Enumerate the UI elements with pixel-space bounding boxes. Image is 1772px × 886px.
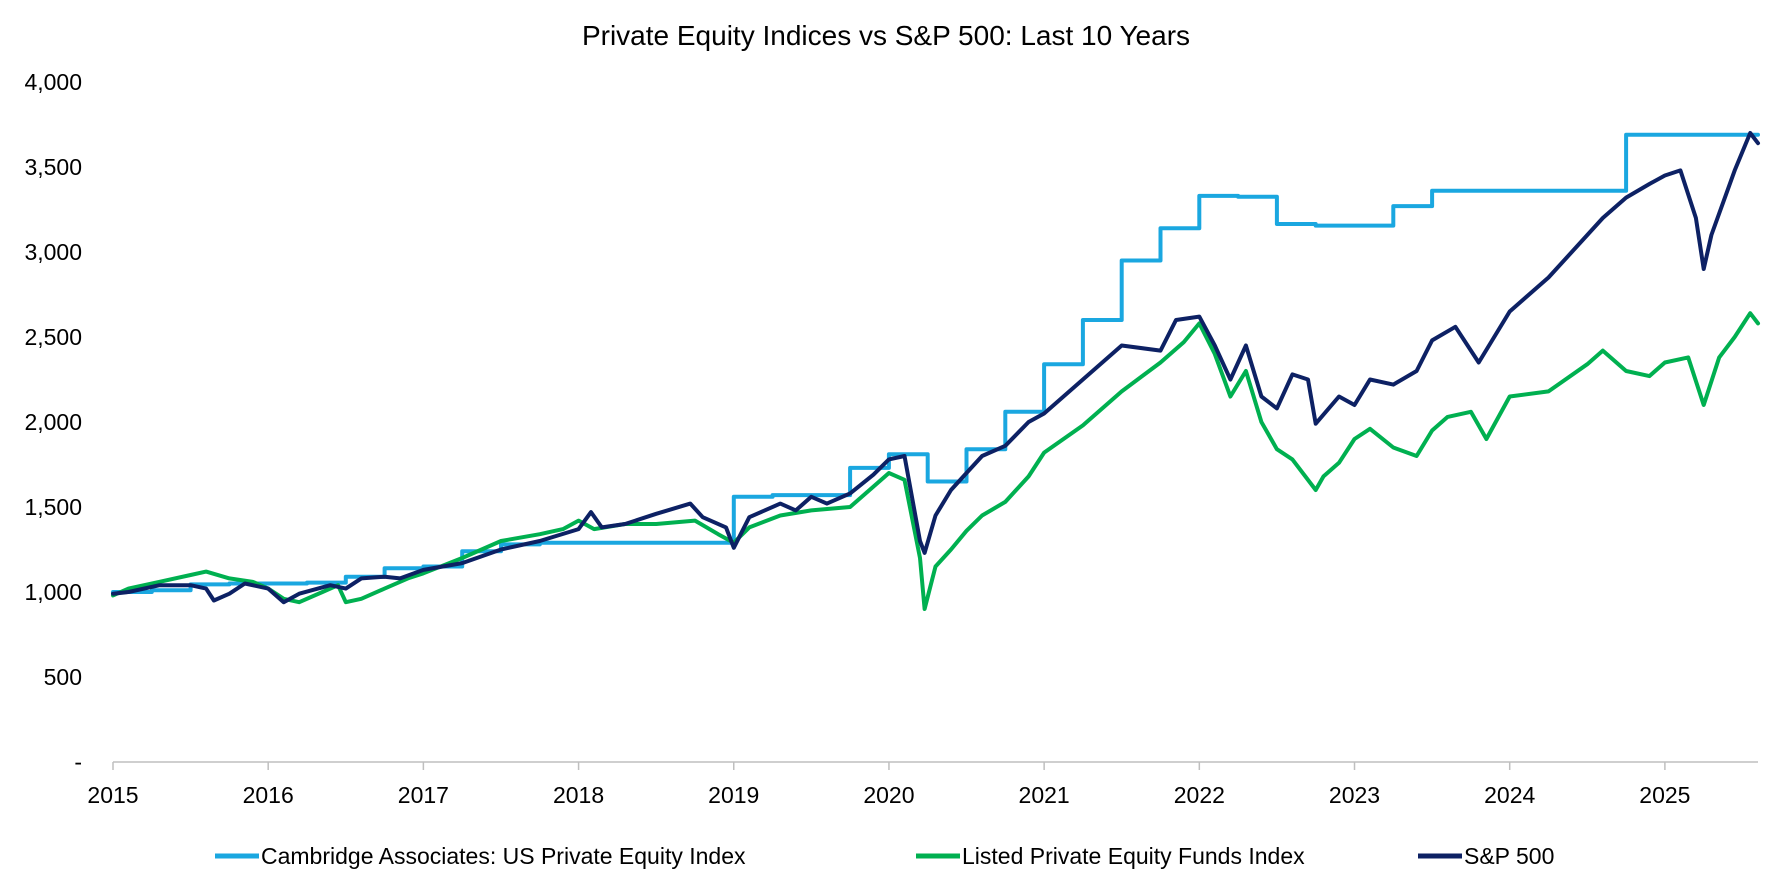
series-line-1 <box>111 311 1760 611</box>
x-tick-label: 2021 <box>1019 782 1070 808</box>
x-tick-label: 2023 <box>1329 782 1380 808</box>
x-tick-label: 2016 <box>243 782 294 808</box>
y-tick-label: 3,000 <box>24 239 82 265</box>
x-tick-label: 2015 <box>87 782 138 808</box>
y-tick-label: 1,500 <box>24 494 82 520</box>
legend-label: Cambridge Associates: US Private Equity … <box>261 843 746 869</box>
legend-label: Listed Private Equity Funds Index <box>962 843 1305 869</box>
y-tick-label: 4,000 <box>24 69 82 95</box>
y-tick-label: - <box>74 749 82 775</box>
series-line-0 <box>111 132 1760 594</box>
x-tick-label: 2025 <box>1639 782 1690 808</box>
y-tick-label: 2,500 <box>24 324 82 350</box>
y-tick-label: 1,000 <box>24 579 82 605</box>
plot-area <box>111 131 1760 611</box>
y-tick-label: 500 <box>44 664 82 690</box>
x-axis: 2015 2016 2017 2018 2019 2020 2021 2022 2023 2024… <box>87 761 1758 808</box>
legend-label: S&P 500 <box>1464 843 1554 869</box>
x-tick-label: 2018 <box>553 782 604 808</box>
legend: Cambridge Associates: US Private Equity … <box>215 843 1554 869</box>
x-tick-label: 2024 <box>1484 782 1535 808</box>
x-tick-label: 2020 <box>863 782 914 808</box>
chart-title: Private Equity Indices vs S&P 500: Last … <box>582 20 1190 51</box>
x-tick-label: 2019 <box>708 782 759 808</box>
y-tick-label: 3,500 <box>24 154 82 180</box>
x-tick-label: 2022 <box>1174 782 1225 808</box>
y-axis: - 500 1,000 1,500 2,000 2,500 3,000 3,500 4,000 <box>24 69 82 775</box>
x-tick-label: 2017 <box>398 782 449 808</box>
series-line-2 <box>111 131 1760 605</box>
y-tick-label: 2,000 <box>24 409 82 435</box>
